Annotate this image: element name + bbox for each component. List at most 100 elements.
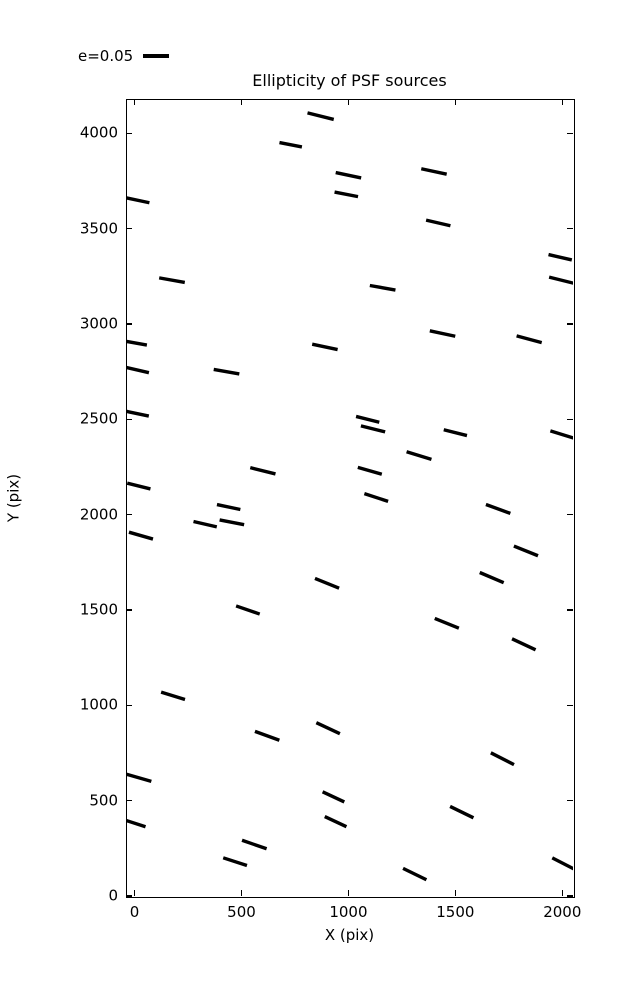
y-tick-mark-right bbox=[567, 418, 573, 421]
psf-whisker bbox=[126, 196, 150, 205]
y-tick-label: 2500 bbox=[79, 409, 118, 428]
y-tick-label: 0 bbox=[108, 886, 118, 905]
y-tick-label: 3000 bbox=[79, 314, 118, 333]
y-tick-label: 3500 bbox=[79, 219, 118, 238]
x-tick-label: 1500 bbox=[436, 903, 475, 921]
x-tick-mark-top bbox=[133, 99, 136, 105]
x-tick-mark-top bbox=[454, 99, 457, 105]
psf-whisker bbox=[315, 721, 341, 736]
y-tick-mark bbox=[126, 895, 132, 897]
x-tick-label: 1000 bbox=[329, 903, 368, 921]
psf-whisker bbox=[449, 804, 475, 820]
y-tick-mark bbox=[126, 132, 132, 134]
psf-whisker bbox=[128, 530, 154, 541]
x-tick-mark bbox=[347, 890, 350, 896]
x-tick-label: 2000 bbox=[543, 903, 582, 921]
psf-whisker bbox=[222, 856, 248, 868]
y-tick-mark-right bbox=[567, 132, 573, 134]
psf-whisker bbox=[314, 576, 340, 590]
whisker-layer bbox=[126, 111, 573, 882]
whisker-sample-icon bbox=[143, 54, 170, 58]
psf-whisker bbox=[160, 690, 186, 702]
psf-whisker bbox=[434, 616, 460, 630]
psf-whisker bbox=[241, 838, 268, 851]
psf-whisker bbox=[429, 329, 456, 338]
y-tick-label: 1500 bbox=[79, 600, 118, 619]
y-tick-mark bbox=[126, 323, 132, 325]
page-title: Ellipticity of PSF sources bbox=[252, 71, 447, 90]
y-tick-mark bbox=[126, 704, 132, 707]
psf-whisker bbox=[279, 140, 303, 149]
y-tick-mark bbox=[126, 513, 132, 516]
psf-whisker bbox=[335, 170, 362, 180]
psf-whisker bbox=[126, 339, 148, 347]
y-tick-mark-right bbox=[567, 227, 573, 230]
psf-whisker bbox=[425, 218, 451, 228]
psf-whisker bbox=[357, 465, 383, 476]
psf-whisker bbox=[126, 481, 151, 491]
y-tick-mark-right bbox=[567, 895, 573, 897]
y-tick-label: 500 bbox=[89, 791, 118, 810]
psf-whisker bbox=[549, 429, 573, 440]
x-tick-mark bbox=[240, 890, 243, 896]
plot-area bbox=[126, 99, 573, 896]
y-tick-mark bbox=[126, 227, 132, 230]
y-tick-label: 4000 bbox=[79, 123, 118, 142]
psf-whisker bbox=[216, 502, 241, 512]
psf-whisker bbox=[513, 544, 539, 558]
psf-whisker bbox=[321, 790, 346, 804]
y-tick-mark-right bbox=[567, 704, 573, 707]
y-tick-label: 1000 bbox=[79, 695, 118, 714]
y-tick-mark bbox=[126, 418, 132, 421]
psf-whisker bbox=[126, 818, 147, 829]
psf-whisker bbox=[485, 502, 511, 515]
x-tick-mark-top bbox=[240, 99, 243, 105]
axes-frame bbox=[126, 99, 575, 898]
x-tick-mark-top bbox=[561, 99, 563, 105]
psf-whisker bbox=[443, 428, 468, 438]
y-tick-label: 2000 bbox=[79, 505, 118, 524]
legend-label: e=0.05 bbox=[78, 46, 134, 65]
psf-whisker bbox=[548, 275, 573, 285]
psf-whisker bbox=[219, 518, 245, 527]
y-axis-label: Y (pix) bbox=[4, 473, 23, 523]
psf-whisker bbox=[249, 466, 276, 476]
psf-whisker bbox=[360, 424, 386, 434]
psf-whisker bbox=[213, 367, 240, 376]
x-axis-label: X (pix) bbox=[324, 926, 375, 944]
y-tick-mark-right bbox=[567, 513, 573, 516]
psf-whisker bbox=[334, 190, 359, 199]
psf-whisker bbox=[193, 519, 218, 529]
psf-whisker bbox=[490, 751, 515, 767]
psf-whisker bbox=[551, 856, 573, 871]
x-tick-mark bbox=[454, 890, 457, 896]
psf-whisker bbox=[126, 409, 150, 418]
x-tick-label: 0 bbox=[129, 903, 140, 921]
legend-key: e=0.05 bbox=[78, 45, 170, 67]
psf-whisker bbox=[406, 450, 432, 461]
y-tick-mark bbox=[126, 609, 132, 611]
psf-whisker bbox=[235, 604, 261, 616]
psf-whisker bbox=[402, 866, 428, 882]
psf-whisker bbox=[324, 815, 348, 829]
y-tick-mark-right bbox=[567, 609, 573, 611]
psf-whisker bbox=[126, 365, 150, 375]
psf-whisker bbox=[158, 276, 186, 285]
psf-whisker bbox=[548, 252, 573, 262]
psf-whisker bbox=[511, 637, 537, 652]
psf-whisker bbox=[355, 414, 380, 424]
psf-whisker bbox=[516, 334, 543, 345]
psf-whisker bbox=[311, 342, 338, 352]
psf-whisker bbox=[363, 492, 389, 503]
psf-whisker bbox=[254, 729, 280, 742]
psf-whisker bbox=[307, 111, 335, 122]
x-tick-mark bbox=[133, 890, 136, 896]
psf-whisker bbox=[479, 570, 505, 585]
x-tick-mark bbox=[561, 890, 563, 896]
y-tick-mark bbox=[126, 799, 132, 802]
x-tick-mark-top bbox=[347, 99, 350, 105]
psf-whisker bbox=[420, 167, 448, 176]
y-tick-mark-right bbox=[567, 323, 573, 325]
x-tick-label: 500 bbox=[227, 903, 256, 921]
